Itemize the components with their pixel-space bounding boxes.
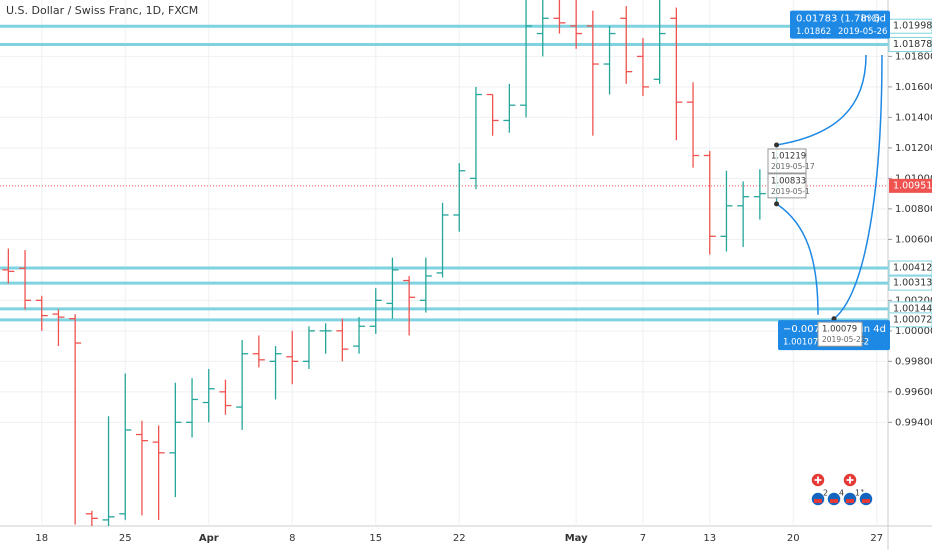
flag-stripes: [830, 499, 838, 503]
price-label: 1.00313: [893, 278, 932, 289]
last-price-label: 1.00951: [893, 180, 932, 191]
forecast-date: 2019-05-26: [838, 27, 887, 37]
point-label-box: [767, 173, 807, 199]
price-label-box: [888, 260, 932, 276]
x-tick-label: 8: [289, 533, 295, 544]
forecast-box: [790, 10, 890, 39]
x-tick-label: 15: [369, 533, 382, 544]
price-label: 1.01878: [893, 39, 932, 50]
price-label: 1.00072: [893, 314, 932, 325]
flag-stripes: [862, 499, 870, 503]
chart-title: U.S. Dollar / Swiss Franc, 1D, FXCM: [6, 4, 198, 17]
x-tick-label: 25: [119, 533, 132, 544]
y-tick-label: 1.01400: [895, 112, 932, 123]
forecast-arrow: [776, 203, 819, 315]
y-tick-label: 1.00600: [895, 234, 932, 245]
anchor-point: [774, 142, 780, 148]
point-price: 1.00079: [822, 325, 857, 335]
price-label: 1.00412: [893, 263, 932, 274]
price-label-box: [888, 312, 932, 328]
point-date: 2019-05-1: [771, 187, 810, 196]
forecast-target: 1.01862: [796, 27, 831, 37]
flag-stripes: [814, 499, 822, 503]
forecast-span: in 5d: [861, 14, 886, 25]
forecast-change: 0.01783 (1.78%): [796, 14, 880, 25]
x-tick-label: Apr: [199, 533, 219, 544]
y-tick-label: 1.00200: [895, 295, 932, 306]
forecast-arrow: [833, 54, 883, 320]
price-label: 1.00144: [893, 303, 932, 314]
x-tick-label: May: [565, 533, 588, 544]
price-label-box: [888, 37, 932, 53]
point-label-box: [817, 321, 863, 347]
point-price: 1.01219: [771, 151, 806, 161]
forecast-span: in 4d: [861, 324, 886, 335]
forecast-target: 1.00107: [783, 338, 818, 348]
x-tick-label: 13: [703, 533, 716, 544]
x-tick-label: 7: [640, 533, 646, 544]
x-tick-label: 22: [453, 533, 466, 544]
flag-stripes: [846, 499, 854, 503]
y-tick-label: 1.01800: [895, 51, 932, 62]
point-price: 1.00833: [771, 176, 806, 186]
point-label-box: [767, 148, 807, 174]
price-label-box: [888, 275, 932, 291]
y-tick-label: 1.01200: [895, 143, 932, 154]
forecast-arrow: [776, 54, 867, 146]
point-date: 2019-05-17: [771, 162, 815, 171]
x-tick-label: 20: [787, 533, 800, 544]
event-icon-cross: [814, 476, 822, 484]
last-price-box: [889, 178, 932, 193]
event-count: 2: [823, 489, 828, 498]
y-tick-label: 1.00000: [895, 326, 932, 337]
y-tick-label: 1.00800: [895, 204, 932, 215]
point-date: 2019-05-22: [822, 335, 866, 344]
price-label: 1.01998: [893, 21, 932, 32]
y-tick-label: 1.01600: [895, 82, 932, 93]
forecast-change: −0.00726: [783, 324, 833, 335]
y-tick-label: 0.99800: [895, 356, 932, 367]
x-tick-label: 18: [35, 533, 48, 544]
event-count: 4: [839, 489, 844, 498]
anchor-point: [774, 201, 780, 207]
x-tick-label: 27: [870, 533, 883, 544]
anchor-point: [831, 316, 837, 322]
event-count: 11: [855, 489, 865, 498]
event-icon-cross: [846, 476, 854, 484]
